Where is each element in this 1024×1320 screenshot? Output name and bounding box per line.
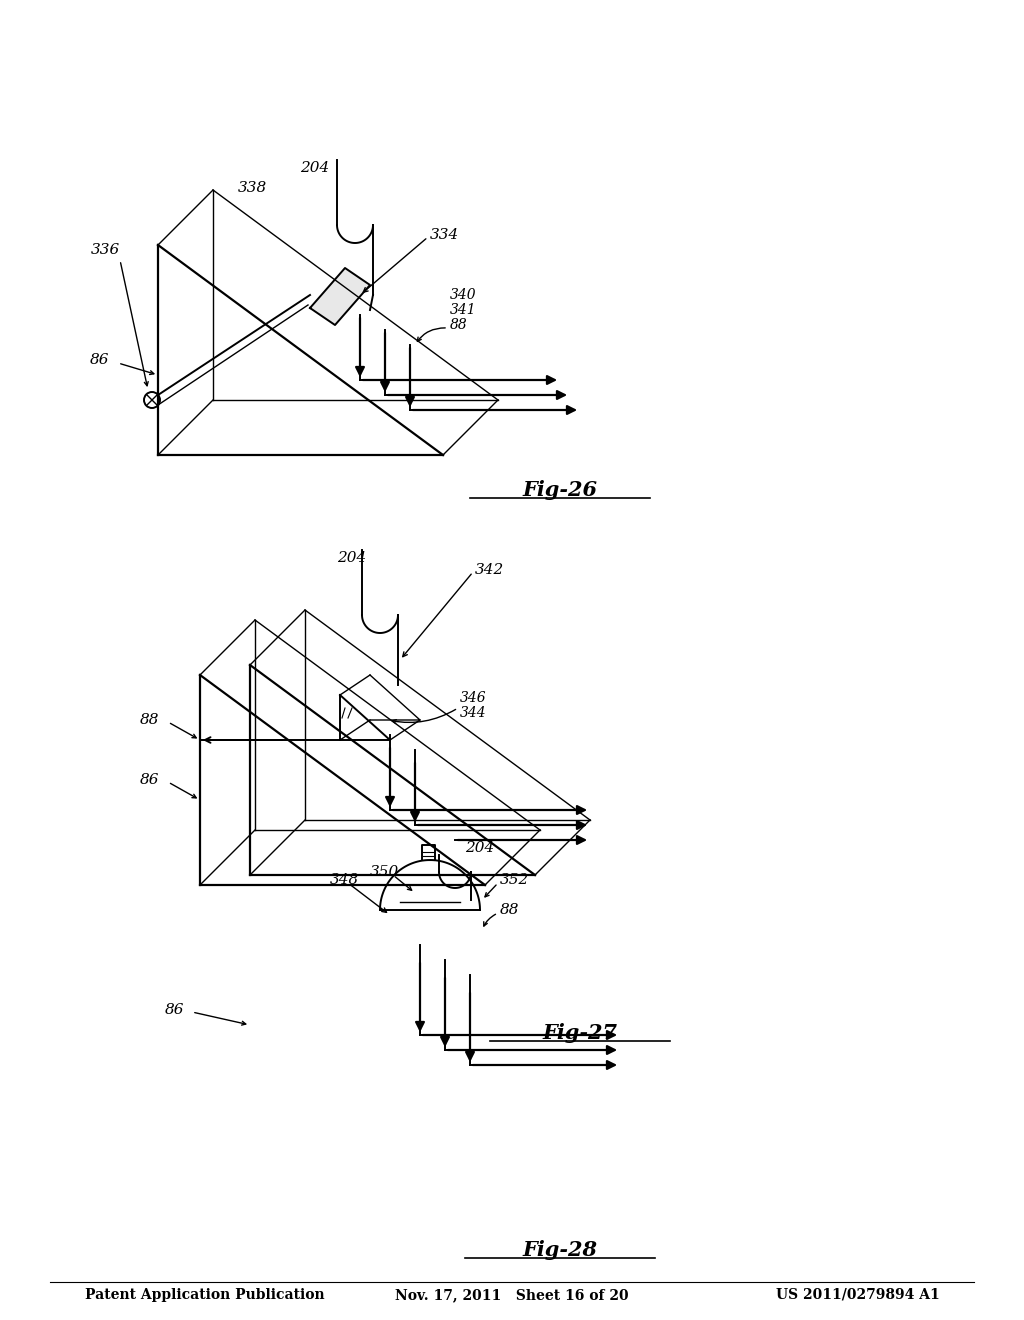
Text: Fig-28: Fig-28: [522, 1239, 597, 1261]
Text: 341: 341: [450, 304, 476, 317]
Text: 342: 342: [475, 564, 504, 577]
Text: US 2011/0279894 A1: US 2011/0279894 A1: [776, 1288, 940, 1302]
Text: 352: 352: [500, 873, 529, 887]
Text: Fig-26: Fig-26: [522, 480, 597, 500]
Text: 86: 86: [90, 352, 110, 367]
Text: Fig-27: Fig-27: [543, 1023, 617, 1043]
Text: 88: 88: [450, 318, 468, 333]
Text: 338: 338: [238, 181, 266, 195]
Text: Nov. 17, 2011   Sheet 16 of 20: Nov. 17, 2011 Sheet 16 of 20: [395, 1288, 629, 1302]
Text: 86: 86: [140, 774, 160, 787]
Text: 88: 88: [140, 713, 160, 727]
Text: Patent Application Publication: Patent Application Publication: [85, 1288, 325, 1302]
Text: 340: 340: [450, 288, 476, 302]
Text: 348: 348: [330, 873, 359, 887]
Text: 336: 336: [90, 243, 120, 257]
Text: 350: 350: [370, 865, 399, 879]
Text: 334: 334: [430, 228, 459, 242]
Text: 344: 344: [460, 706, 486, 719]
Text: 88: 88: [500, 903, 519, 917]
Text: 204: 204: [465, 841, 495, 855]
Text: 204: 204: [300, 161, 330, 176]
Text: 346: 346: [460, 690, 486, 705]
Text: 204: 204: [337, 550, 367, 565]
Polygon shape: [310, 268, 370, 325]
Text: 86: 86: [165, 1003, 184, 1016]
